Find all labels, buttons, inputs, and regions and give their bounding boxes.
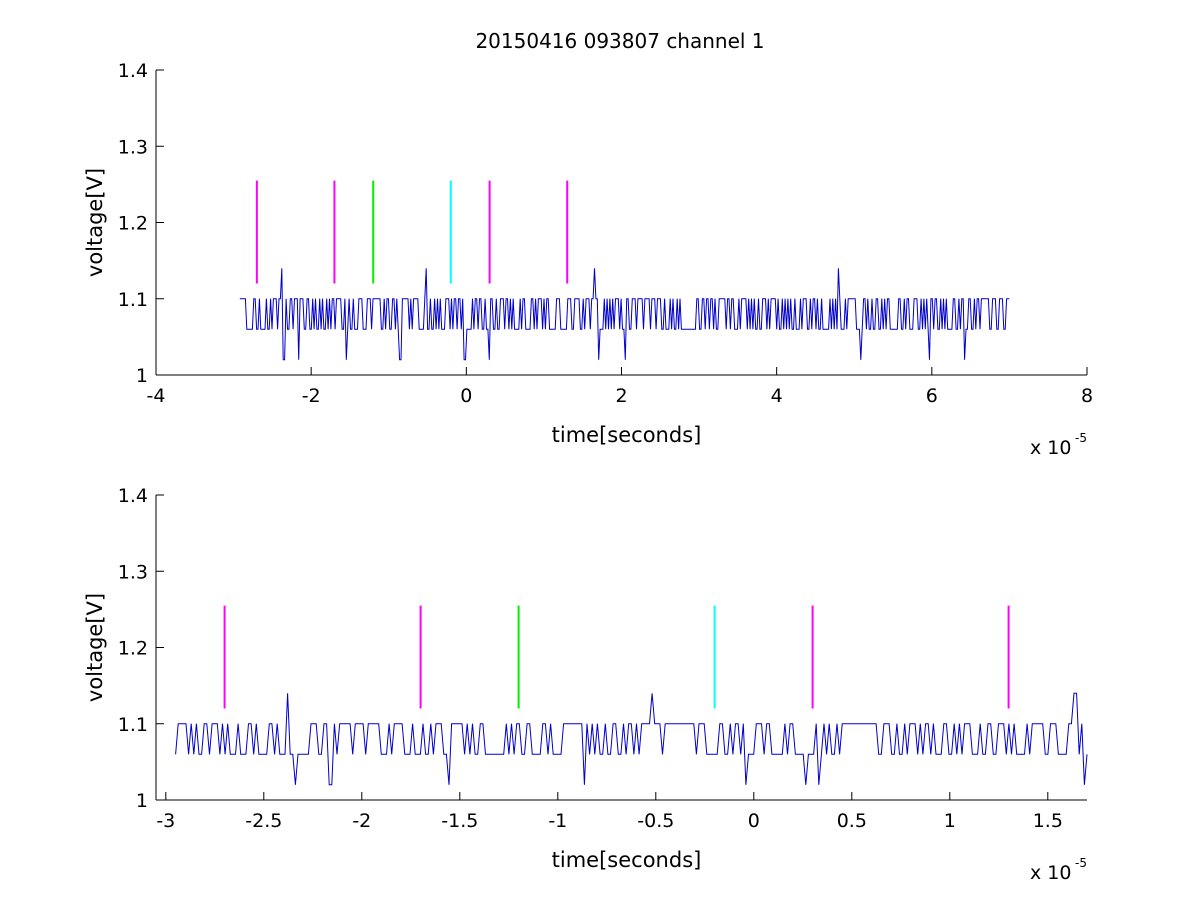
overview-y-tick-label: 1.3 (118, 136, 148, 158)
overview-axes: -4 -2 0 2 4 6 8 1 1.1 1.2 1.3 1.4 time[seconds] volta… (83, 60, 1093, 459)
zoom-axes: -3 -2.5 -2 -1.5 -1 -0.5 0 0.5 1 1.5 1 1.1 1.2 1.3 1.4 t… (83, 485, 1088, 884)
zoom-y-tick-label: 1.1 (118, 714, 148, 736)
overview-y-tick-label: 1.4 (118, 60, 148, 82)
overview-y-axis-label: voltage[V] (83, 168, 107, 277)
zoom-y-tick-label: 1.4 (118, 485, 148, 507)
zoom-x-axis-label: time[seconds] (552, 848, 702, 872)
overview-y-tick-label: 1.2 (118, 213, 148, 235)
zoom-x-tick-label: -3 (156, 810, 175, 832)
overview-signal-trace (239, 268, 1010, 361)
zoom-x-tick-label: -0.5 (637, 810, 674, 832)
zoom-y-tick-label: 1.3 (118, 561, 148, 583)
overview-x-tick-label: -2 (302, 385, 321, 407)
overview-x-scale-label: x 10 (1030, 437, 1071, 459)
zoom-x-tick-label: 0.5 (837, 810, 867, 832)
overview-x-tick-label: -4 (147, 385, 166, 407)
zoom-x-tick-label: 0 (748, 810, 760, 832)
zoom-x-tick-label: -2 (352, 810, 371, 832)
overview-x-tick-label: 0 (460, 385, 472, 407)
zoom-x-tick-label: -1 (548, 810, 567, 832)
zoom-x-tick-label: 1.5 (1033, 810, 1063, 832)
overview-x-tick-label: 6 (926, 385, 938, 407)
zoom-x-tick-label: 1 (944, 810, 956, 832)
overview-x-tick-label: 2 (615, 385, 627, 407)
zoom-x-tick-label: -2.5 (245, 810, 282, 832)
overview-x-tick-label: 8 (1081, 385, 1093, 407)
zoom-y-tick-label: 1.2 (118, 638, 148, 660)
overview-x-axis-label: time[seconds] (552, 423, 702, 447)
figure-title: 20150416 093807 channel 1 (475, 29, 764, 53)
zoom-signal-trace (175, 692, 1088, 786)
zoom-x-scale-exponent: -5 (1075, 856, 1087, 870)
overview-x-tick-label: 4 (771, 385, 783, 407)
overview-x-scale-exponent: -5 (1075, 431, 1087, 445)
zoom-y-tick-label: 1 (136, 790, 148, 812)
overview-y-tick-label: 1.1 (118, 289, 148, 311)
overview-y-tick-label: 1 (136, 365, 148, 387)
zoom-y-axis-label: voltage[V] (83, 593, 107, 702)
zoom-x-scale-label: x 10 (1030, 862, 1071, 884)
zoom-x-tick-label: -1.5 (441, 810, 478, 832)
